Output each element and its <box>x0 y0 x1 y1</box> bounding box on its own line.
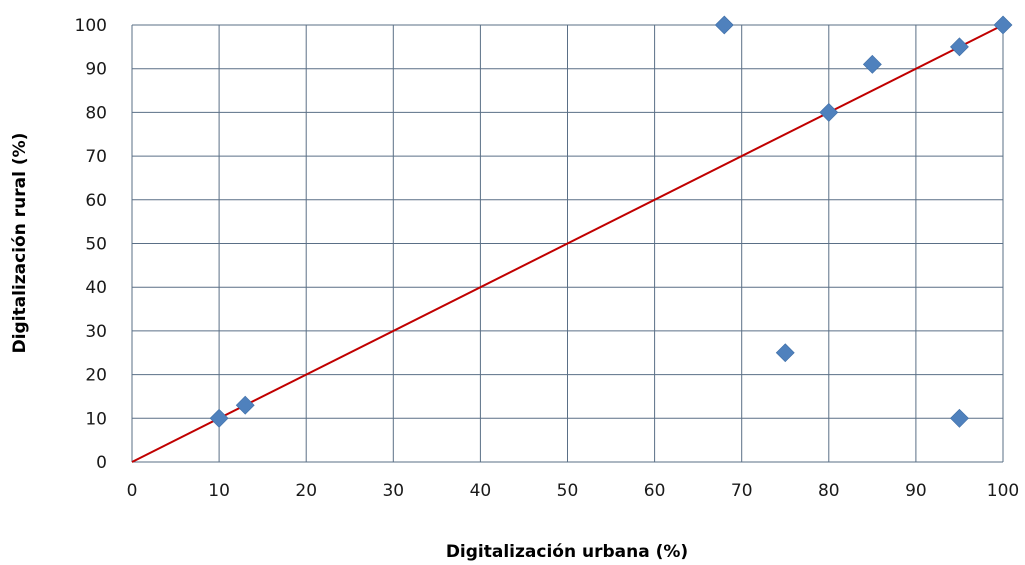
x-tick-label: 20 <box>295 481 317 501</box>
data-point <box>993 15 1013 35</box>
data-point <box>775 343 795 363</box>
x-axis-ticks: 0 10 20 30 40 50 60 70 80 90 100 <box>127 481 1020 501</box>
y-axis-ticks: 0 10 20 30 40 50 60 70 80 90 100 <box>75 16 107 473</box>
y-tick-label: 90 <box>85 60 107 80</box>
y-tick-label: 50 <box>85 235 107 255</box>
x-tick-label: 0 <box>127 481 138 501</box>
y-tick-label: 80 <box>85 103 107 123</box>
x-tick-label: 70 <box>731 481 753 501</box>
data-point <box>950 37 969 57</box>
y-tick-label: 0 <box>96 453 107 473</box>
data-point <box>950 408 969 428</box>
x-tick-label: 30 <box>382 481 404 501</box>
y-tick-label: 40 <box>85 278 107 298</box>
x-tick-label: 80 <box>818 481 840 501</box>
x-tick-label: 40 <box>470 481 492 501</box>
data-point <box>235 395 255 415</box>
x-axis-title: Digitalización urbana (%) <box>446 542 688 562</box>
y-tick-label: 30 <box>85 322 107 342</box>
reference-line-group <box>131 24 1004 463</box>
data-point <box>714 15 734 35</box>
data-point <box>862 54 882 74</box>
y-tick-label: 60 <box>85 191 107 211</box>
x-tick-label: 60 <box>644 481 666 501</box>
x-tick-label: 50 <box>557 481 579 501</box>
data-point <box>819 102 839 122</box>
data-points <box>209 15 1013 428</box>
data-point <box>209 408 229 428</box>
x-tick-label: 90 <box>905 481 927 501</box>
reference-line <box>131 24 1004 463</box>
y-tick-label: 100 <box>75 16 107 36</box>
y-axis-title: Digitalización rural (%) <box>10 133 30 354</box>
x-tick-label: 100 <box>987 481 1019 501</box>
y-tick-label: 20 <box>85 366 107 386</box>
x-tick-label: 10 <box>208 481 230 501</box>
y-tick-label: 10 <box>85 409 107 429</box>
y-tick-label: 70 <box>85 147 107 167</box>
